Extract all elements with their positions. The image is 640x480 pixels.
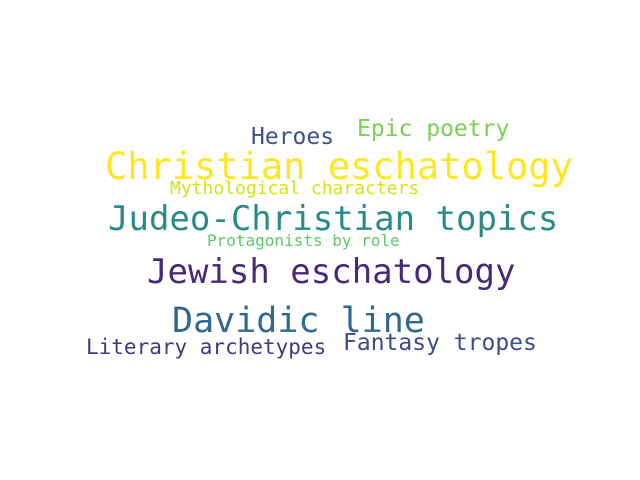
word-christian-eschatology: Christian eschatology [105, 145, 573, 188]
word-literary-archetypes: Literary archetypes [86, 335, 327, 359]
word-judeo-christian-topics: Judeo-Christian topics [108, 199, 559, 239]
word-mythological-characters: Mythological characters [170, 178, 420, 199]
word-davidic-line: Davidic line [172, 301, 425, 341]
word-jewish-eschatology: Jewish eschatology [147, 252, 516, 292]
word-epic-poetry: Epic poetry [357, 116, 510, 142]
word-protagonists-by-role: Protagonists by role [207, 231, 400, 250]
word-heroes: Heroes [251, 124, 335, 150]
word-fantasy-tropes: Fantasy tropes [343, 330, 537, 356]
